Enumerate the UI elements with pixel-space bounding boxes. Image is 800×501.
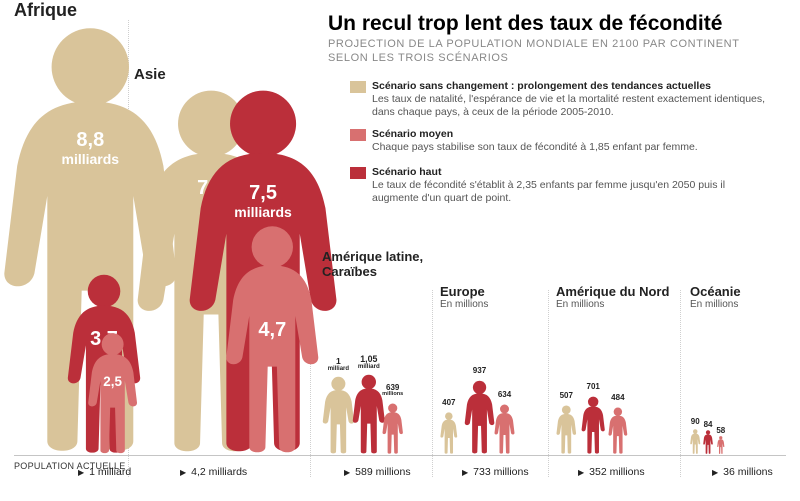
legend-title-mid: Scénario moyen	[372, 128, 453, 140]
grid-line	[548, 290, 549, 477]
chart-subtitle: PROJECTION DE LA POPULATION MONDIALE EN …	[328, 38, 758, 66]
current-population-tick: 733 millions	[462, 466, 529, 478]
pictogram-high	[382, 403, 403, 501]
legend-title-none: Scénario sans changement : prolongement …	[372, 80, 711, 92]
value-label: 634	[498, 390, 511, 399]
value-label: 1milliard	[328, 356, 349, 372]
region-label: Afrique	[14, 0, 77, 21]
value-label: 90	[691, 417, 700, 426]
pictogram-mid	[352, 374, 386, 501]
value-label: 701	[586, 382, 599, 391]
unit-label: En millions	[556, 299, 604, 310]
legend-swatch-none	[350, 81, 366, 93]
current-population-tick: 36 millions	[712, 466, 773, 478]
value-label: 58	[716, 426, 725, 435]
legend-swatch-mid	[350, 129, 366, 141]
value-label: 4,7	[258, 319, 286, 342]
value-label: 8,8milliards	[62, 129, 120, 166]
pictogram-none	[322, 376, 355, 501]
legend-title-high: Scénario haut	[372, 166, 441, 178]
value-label: 639millions	[382, 383, 403, 398]
region-label: Asie	[134, 66, 166, 83]
value-label: 937	[473, 366, 487, 375]
legend-desc-high: Le taux de fécondité s'établit à 2,35 en…	[372, 179, 725, 204]
region-label: Amérique latine, Caraïbes	[322, 249, 423, 279]
pictogram-mid	[464, 380, 495, 501]
pictogram-high	[224, 224, 321, 501]
pictogram-none	[690, 429, 701, 501]
legend-desc-mid: Chaque pays stabilise son taux de fécond…	[372, 141, 698, 153]
current-population-tick: 352 millions	[578, 466, 645, 478]
chart-title: Un recul trop lent des taux de fécondité	[328, 12, 722, 36]
current-population-tick: 589 millions	[344, 466, 411, 478]
legend-item-mid: Scénario moyen Chaque pays stabilise son…	[350, 128, 698, 154]
region-label: Amérique du Nord	[556, 284, 669, 299]
legend-item-none: Scénario sans changement : prolongement …	[350, 80, 770, 119]
unit-label: En millions	[440, 299, 488, 310]
value-label: 407	[442, 398, 455, 407]
value-label: 84	[704, 420, 713, 429]
legend-desc-none: Les taux de natalité, l'espérance de vie…	[372, 93, 765, 118]
value-label: 7,5milliards	[234, 182, 292, 219]
pictogram-none	[440, 412, 458, 501]
legend-item-high: Scénario haut Le taux de fécondité s'éta…	[350, 166, 770, 205]
value-label: 484	[611, 393, 624, 402]
pictogram-high	[494, 404, 515, 501]
value-label: 507	[560, 391, 573, 400]
pictogram-high	[608, 407, 628, 501]
region-label: Océanie	[690, 284, 741, 299]
grid-line	[432, 290, 433, 477]
unit-label: En millions	[690, 299, 738, 310]
pictogram-mid	[581, 396, 605, 501]
region-label: Europe	[440, 284, 485, 299]
pictogram-none	[556, 405, 577, 501]
value-label: 1,05milliard	[358, 354, 380, 370]
grid-line	[680, 290, 681, 477]
value-label: 2,5	[103, 374, 122, 389]
current-population-tick: 4,2 milliards	[180, 466, 247, 478]
baseline	[14, 455, 786, 456]
current-population-tick: 1 milliard	[78, 466, 131, 478]
legend-swatch-high	[350, 167, 366, 179]
